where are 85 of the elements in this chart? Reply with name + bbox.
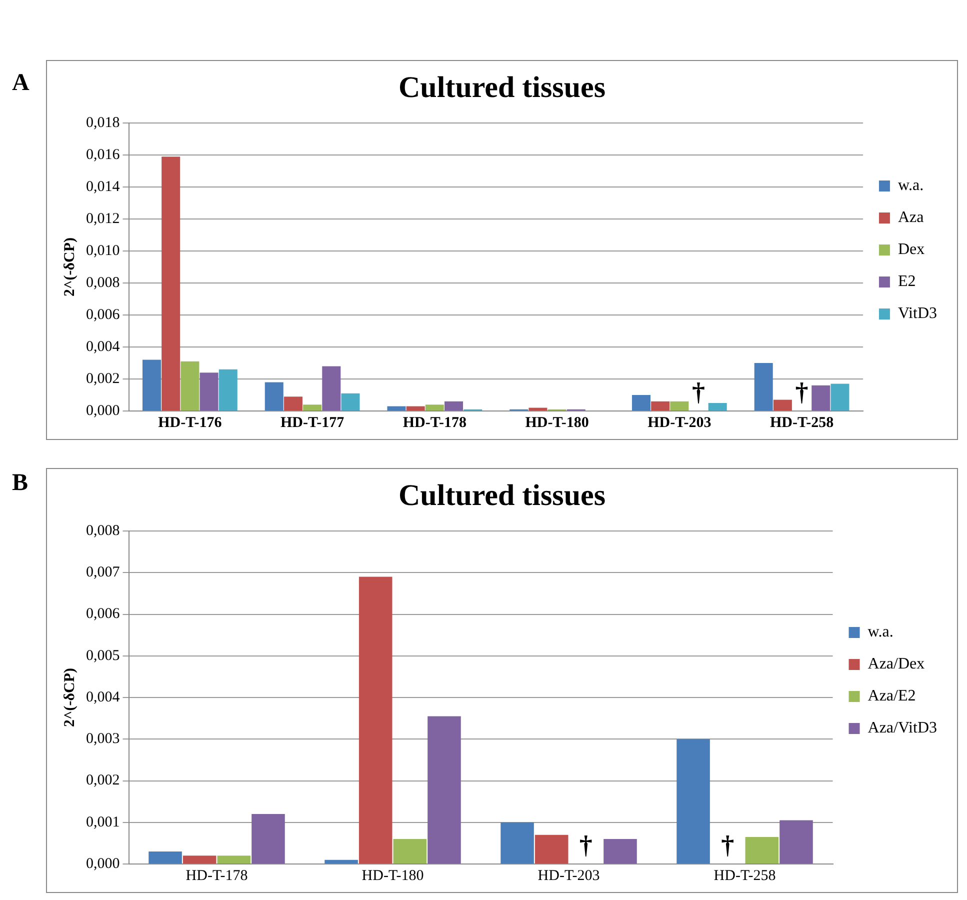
- y-tick-label: 0,006: [86, 306, 120, 323]
- bar: [148, 852, 182, 864]
- bar: [444, 401, 464, 410]
- bar: [528, 408, 548, 410]
- y-tick-label: 0,010: [86, 242, 120, 259]
- bar: [162, 156, 180, 410]
- x-tick-label: HD-T-180: [525, 414, 589, 431]
- legend-label: Aza/E2: [868, 688, 916, 705]
- y-tick-label: 0,000: [86, 856, 120, 872]
- x-tick-label: HD-T-180: [362, 868, 424, 884]
- bar: [322, 366, 341, 410]
- y-tick-label: 0,008: [86, 522, 120, 539]
- y-tick-label: 0,012: [86, 210, 120, 227]
- bar: [670, 401, 689, 410]
- x-tick-label: HD-T-178: [186, 868, 248, 884]
- bar: [604, 839, 637, 864]
- bar: [217, 856, 251, 864]
- y-tick-label: 0,003: [86, 731, 120, 748]
- bar: [780, 820, 813, 864]
- bar: [284, 396, 302, 410]
- bar: [708, 403, 727, 410]
- y-tick-label: 0,005: [86, 648, 120, 664]
- x-tick-label: HD-T-258: [770, 414, 834, 431]
- x-tick-label: HD-T-203: [648, 414, 712, 431]
- bar: [534, 834, 568, 864]
- legend-label: Aza: [898, 209, 924, 226]
- bar: [200, 372, 218, 410]
- legend-label: w.a.: [868, 624, 894, 641]
- x-tick-label: HD-T-176: [158, 414, 222, 431]
- text: †: [795, 378, 808, 407]
- legend-label: Aza/Dex: [868, 656, 925, 673]
- bar: [745, 836, 779, 864]
- bar: [142, 360, 162, 410]
- y-tick-label: 0,018: [86, 114, 120, 131]
- x-tick-label: HD-T-258: [714, 868, 776, 884]
- bar: [252, 814, 285, 864]
- text: A: [12, 70, 30, 97]
- bar: [393, 839, 427, 864]
- y-tick-label: 0,004: [86, 338, 120, 355]
- legend-label: E2: [898, 273, 916, 290]
- y-tick-label: 0,007: [86, 564, 120, 581]
- x-tick-label: HD-T-178: [402, 414, 466, 431]
- y-axis-title: 2^(-δCP): [62, 668, 78, 727]
- y-axis-title: 2^(-δCP): [62, 238, 78, 296]
- y-tick-label: 0,002: [86, 370, 120, 387]
- bar: [651, 401, 670, 410]
- y-tick-label: 0,006: [86, 606, 120, 622]
- bar: [303, 404, 322, 410]
- bar: [182, 856, 216, 864]
- legend-label: Dex: [898, 241, 925, 258]
- bar: [830, 384, 850, 410]
- y-tick-label: 0,014: [86, 178, 120, 195]
- chart-title: Cultured tissues: [398, 70, 606, 104]
- y-tick-label: 0,008: [86, 274, 120, 291]
- bar: [812, 385, 830, 410]
- bar: [428, 716, 461, 864]
- legend-label: VitD3: [898, 305, 938, 322]
- x-tick-label: HD-T-177: [280, 414, 345, 431]
- bar: [406, 406, 425, 410]
- bar: [341, 393, 360, 410]
- y-tick-label: 0,001: [86, 814, 120, 830]
- legend-label: Aza/VitD3: [868, 720, 938, 737]
- y-tick-label: 0,000: [86, 402, 120, 419]
- x-tick-label: HD-T-203: [538, 868, 600, 884]
- bar: [180, 361, 200, 410]
- text: †: [721, 830, 734, 860]
- bar: [500, 822, 534, 864]
- y-tick-label: 0,002: [86, 772, 120, 789]
- y-tick-label: 0,004: [86, 689, 120, 706]
- legend-label: w.a.: [898, 177, 924, 194]
- bar: [387, 406, 406, 410]
- bar: [773, 400, 792, 410]
- bar: [425, 404, 444, 410]
- y-tick-label: 0,016: [86, 146, 120, 163]
- chart-title: Cultured tissues: [398, 478, 606, 512]
- text: †: [692, 378, 705, 407]
- bar: [676, 739, 710, 864]
- text: †: [579, 830, 592, 860]
- bar: [218, 369, 238, 410]
- text: B: [12, 470, 28, 497]
- bar: [324, 860, 358, 864]
- bar: [632, 395, 650, 410]
- bar: [264, 382, 284, 410]
- bar: [358, 576, 392, 864]
- bar: [754, 363, 773, 410]
